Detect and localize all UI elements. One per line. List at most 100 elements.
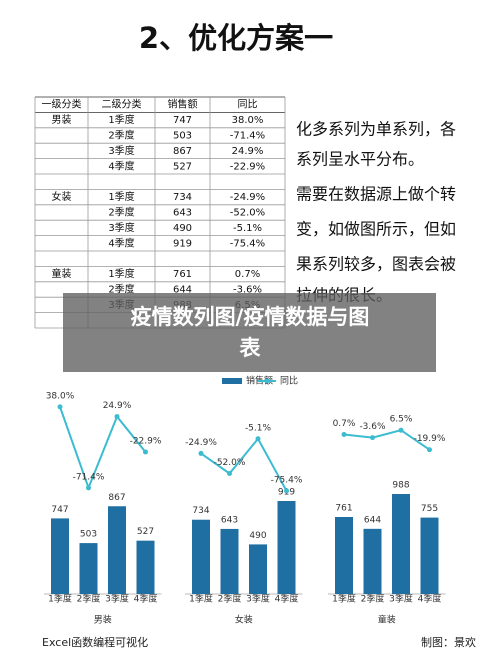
line-marker	[57, 404, 63, 410]
data-label: 755	[421, 504, 438, 514]
data-label: -19.9%	[414, 434, 446, 444]
table-cell: 0.7%	[235, 269, 260, 280]
line-marker	[398, 427, 404, 433]
x-tick-label: 2季度	[218, 593, 242, 605]
legend-swatch	[222, 378, 242, 384]
data-label: -22.9%	[130, 436, 162, 446]
x-tick-label: 4季度	[134, 593, 158, 605]
group-label: 童装	[378, 614, 396, 626]
data-label: 734	[192, 506, 209, 516]
data-label: -5.1%	[245, 423, 272, 433]
table-cell: 2季度	[108, 129, 134, 142]
table-cell: 1季度	[108, 190, 134, 203]
table-cell: 1季度	[108, 113, 134, 126]
column-header: 二级分类	[102, 98, 142, 111]
overlay-title: 疫情数列图/疫情数据与图	[131, 305, 370, 329]
bar	[249, 544, 267, 594]
data-label: 38.0%	[46, 391, 75, 401]
data-label: 644	[364, 515, 381, 525]
table-cell: 1季度	[108, 267, 134, 280]
data-label: 6.5%	[390, 415, 413, 425]
line-marker	[255, 436, 261, 442]
chart: 销售额同比1季度2季度3季度4季度1季度2季度3季度4季度1季度2季度3季度4季…	[44, 375, 446, 626]
bar	[277, 500, 296, 594]
bar	[79, 543, 98, 594]
x-tick-label: 4季度	[275, 593, 299, 605]
paragraph-line: 系列呈水平分布。	[296, 150, 424, 169]
group-label: 女装	[235, 614, 253, 626]
table-cell: 4季度	[108, 159, 134, 172]
x-tick-label: 3季度	[246, 593, 270, 605]
line-marker	[370, 435, 375, 441]
line-marker	[227, 470, 232, 476]
bar	[136, 540, 155, 594]
column-header: 一级分类	[42, 98, 82, 111]
line	[59, 406, 147, 491]
table-cell: 24.9%	[232, 146, 264, 157]
table-cell: 747	[173, 115, 192, 126]
table-cell: -3.6%	[233, 285, 262, 296]
x-tick-label: 1季度	[48, 593, 72, 605]
x-tick-label: 4季度	[418, 593, 442, 605]
paragraph-line: 需要在数据源上做个转	[296, 185, 456, 204]
table-cell: -71.4%	[230, 131, 265, 142]
data-label: 24.9%	[103, 401, 132, 411]
table-cell: 3季度	[108, 144, 134, 157]
footer-left: Excel函数编程可视化	[42, 635, 148, 649]
data-label: 527	[137, 527, 154, 537]
bar	[51, 518, 69, 594]
paragraph-line: 化多系列为单系列，各	[296, 120, 456, 139]
x-tick-label: 3季度	[105, 593, 129, 605]
table-cell: -24.9%	[230, 192, 265, 203]
table-cell: 734	[173, 192, 192, 203]
data-label: 643	[221, 515, 238, 525]
table-cell: -22.9%	[230, 161, 265, 172]
column-header: 同比	[238, 99, 258, 111]
data-label: 988	[392, 481, 409, 491]
data-label: -52.0%	[214, 458, 246, 468]
table-cell: 38.0%	[232, 115, 264, 126]
bar	[220, 528, 239, 594]
x-tick-label: 1季度	[332, 593, 356, 605]
data-label: -71.4%	[73, 472, 105, 482]
line-marker	[143, 449, 148, 455]
column-header: 销售额	[168, 98, 198, 111]
data-label: 761	[335, 503, 352, 513]
table-cell: 490	[173, 223, 192, 234]
table-cell: 867	[173, 146, 192, 157]
data-label: -24.9%	[185, 438, 217, 448]
group-name: 男装	[52, 113, 72, 126]
legend-swatch	[264, 378, 270, 384]
table-cell: 919	[173, 238, 192, 249]
table-cell: -5.1%	[233, 223, 262, 234]
data-label: -3.6%	[359, 422, 386, 432]
table-cell: 761	[173, 269, 192, 280]
line-marker	[284, 488, 289, 494]
group-label: 男装	[94, 614, 112, 626]
table-cell: 527	[173, 161, 192, 172]
group-name: 童装	[52, 267, 72, 280]
legend-label: 同比	[280, 375, 298, 387]
data-label: -75.4%	[271, 475, 303, 485]
x-tick-label: 1季度	[189, 593, 213, 605]
page-title: 2、优化方案一	[139, 21, 333, 55]
table-cell: 3季度	[108, 221, 134, 234]
overlay-band	[63, 293, 436, 372]
x-tick-label: 2季度	[77, 593, 101, 605]
bar	[108, 506, 126, 594]
x-tick-label: 3季度	[389, 593, 413, 605]
data-label: 867	[108, 493, 125, 503]
data-label: 503	[80, 530, 97, 540]
paragraph-line: 变，如做图所示，但如	[296, 220, 456, 239]
table-cell: 4季度	[108, 236, 134, 249]
line-marker	[114, 414, 120, 420]
line-marker	[198, 450, 204, 456]
table-cell: 503	[173, 131, 192, 142]
data-label: 747	[51, 505, 68, 515]
bar	[363, 528, 382, 594]
paragraph-line: 果系列较多，图表会被	[296, 255, 456, 274]
footer-right: 制图：景欢	[421, 635, 476, 649]
